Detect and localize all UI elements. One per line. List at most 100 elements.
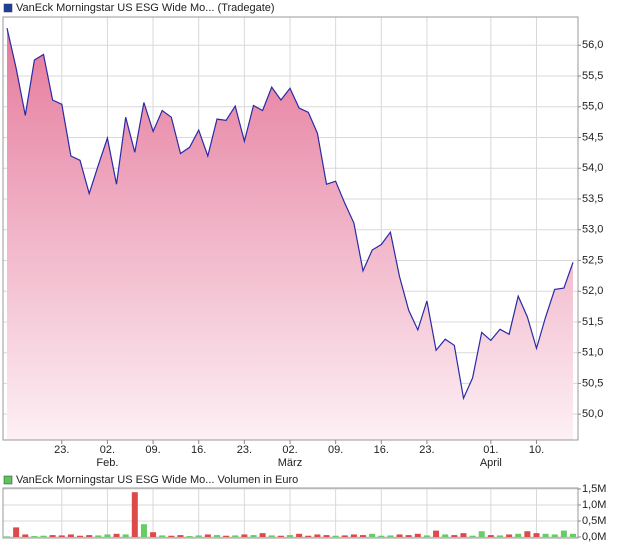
x-tick-label: 16. <box>374 444 389 456</box>
volume-bar <box>551 534 558 537</box>
volume-bar <box>405 535 412 537</box>
volume-bar <box>305 535 312 537</box>
volume-bar <box>241 534 248 537</box>
volume-bar <box>378 535 385 537</box>
x-tick-label: 23. <box>237 444 252 456</box>
volume-bar <box>213 535 220 537</box>
y-tick-label: 56,0 <box>582 39 603 51</box>
volume-bar <box>86 535 93 537</box>
volume-bar <box>195 535 202 537</box>
volume-bar <box>140 524 147 537</box>
volume-bar <box>360 535 367 537</box>
y-tick-label: 1,0M <box>582 499 606 511</box>
x-month-label: April <box>480 457 502 469</box>
volume-bar <box>369 533 376 537</box>
volume-bar <box>122 534 129 537</box>
volume-bar <box>433 530 440 537</box>
volume-bar <box>77 535 84 537</box>
volume-bar <box>414 533 421 537</box>
volume-bar <box>350 534 357 537</box>
y-tick-label: 51,5 <box>582 316 603 328</box>
y-tick-label: 54,5 <box>582 131 603 143</box>
chart-title: VanEck Morningstar US ESG Wide Mo... Vol… <box>16 474 298 486</box>
volume-bar <box>487 535 494 537</box>
volume-bar <box>524 531 531 537</box>
price-panel <box>2 16 579 441</box>
y-tick-label: 53,5 <box>582 193 603 205</box>
volume-bar <box>515 533 522 537</box>
legend-swatch <box>3 3 13 13</box>
volume-bar <box>314 534 321 537</box>
volume-bar <box>95 535 102 537</box>
volume-bar <box>496 535 503 537</box>
legend-swatch <box>3 475 13 485</box>
y-tick-label: 50,5 <box>582 377 603 389</box>
x-tick-label: 02. <box>100 444 115 456</box>
x-tick-label: 23. <box>419 444 434 456</box>
volume-bar <box>396 534 403 537</box>
volume-bar <box>4 536 10 537</box>
volume-bar <box>533 533 540 537</box>
volume-bar <box>387 535 394 537</box>
plot-frame <box>2 487 579 539</box>
volume-bar <box>442 534 449 537</box>
x-month-label: Feb. <box>96 457 118 469</box>
volume-bar <box>131 492 138 537</box>
volume-bar <box>40 535 47 537</box>
volume-bar <box>451 535 458 537</box>
volume-bar <box>332 535 339 537</box>
y-tick-label: 53,0 <box>582 224 603 236</box>
volume-panel <box>2 487 579 539</box>
volume-bar <box>469 535 476 537</box>
volume-bar <box>186 536 193 537</box>
volume-bar <box>423 535 430 537</box>
volume-bar <box>22 534 29 537</box>
y-tick-label: 51,0 <box>582 347 603 359</box>
volume-bar <box>341 535 348 537</box>
volume-bar <box>113 533 120 537</box>
volume-bar <box>542 533 549 537</box>
y-tick-label: 50,0 <box>582 408 603 420</box>
x-tick-label: 09. <box>328 444 343 456</box>
y-tick-label: 0,0M <box>582 531 606 543</box>
volume-bar <box>67 534 74 537</box>
volume-bar <box>13 527 20 537</box>
x-tick-label: 16. <box>191 444 206 456</box>
volume-bar <box>168 535 175 537</box>
volume-bar <box>31 536 38 537</box>
volume-bar <box>223 535 230 537</box>
volume-bar <box>268 535 275 537</box>
volume-bar <box>560 530 567 537</box>
volume-bar <box>570 533 576 537</box>
volume-bar <box>277 535 284 537</box>
x-tick-label: 02. <box>282 444 297 456</box>
y-tick-label: 52,5 <box>582 254 603 266</box>
price-line <box>6 27 574 401</box>
x-tick-label: 23. <box>54 444 69 456</box>
x-tick-label: 10. <box>529 444 544 456</box>
y-tick-label: 0,5M <box>582 515 606 527</box>
volume-bar <box>159 535 166 537</box>
volume-bar <box>296 533 303 537</box>
volume-bar <box>58 535 65 537</box>
chart-title: VanEck Morningstar US ESG Wide Mo... (Tr… <box>16 2 275 14</box>
volume-bar <box>287 535 293 537</box>
volume-bar <box>150 532 157 537</box>
x-month-label: März <box>278 457 302 469</box>
y-tick-label: 1,5M <box>582 483 606 495</box>
y-tick-label: 55,5 <box>582 70 603 82</box>
volume-bar <box>104 534 111 537</box>
volume-bar <box>177 535 184 537</box>
volume-bar <box>232 535 239 537</box>
x-tick-label: 09. <box>145 444 160 456</box>
volume-bar <box>460 533 467 537</box>
area <box>7 28 573 440</box>
y-tick-label: 54,0 <box>582 162 603 174</box>
volume-bar <box>323 535 330 537</box>
volume-bar <box>49 535 56 537</box>
y-tick-label: 52,0 <box>582 285 603 297</box>
y-tick-label: 55,0 <box>582 101 603 113</box>
volume-bar <box>204 534 211 537</box>
volume-bar <box>259 533 266 537</box>
